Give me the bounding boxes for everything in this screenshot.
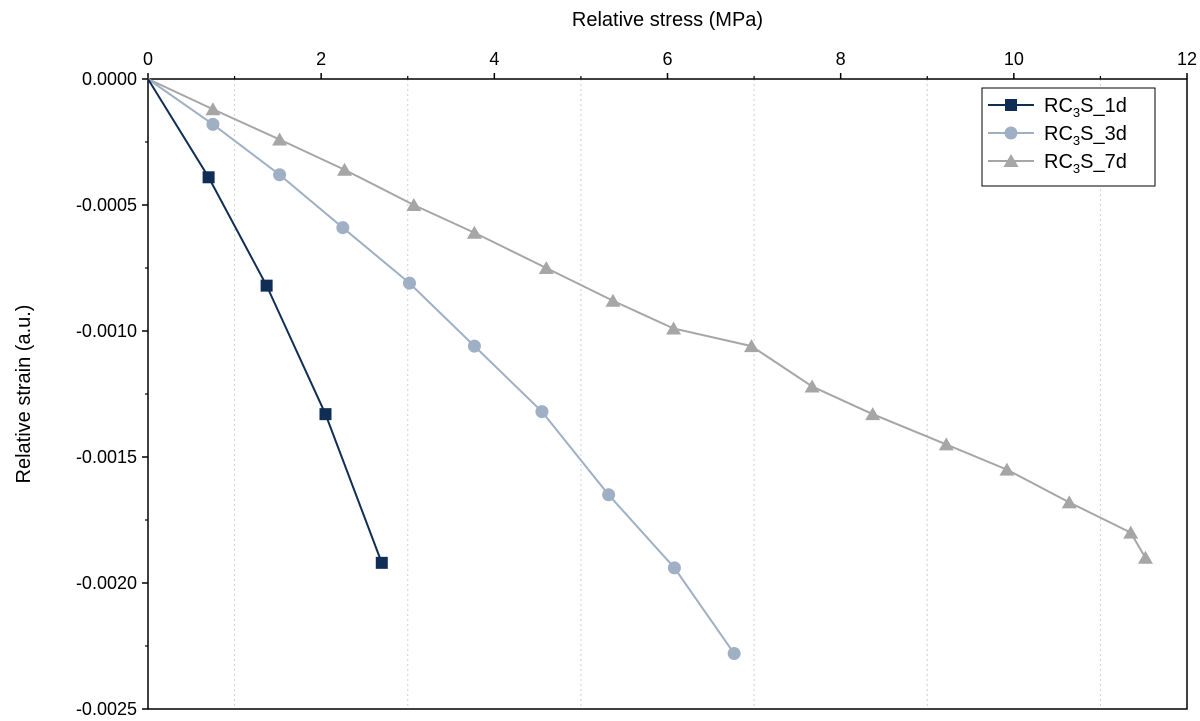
data-point [999, 462, 1015, 476]
data-point [938, 437, 954, 451]
legend-item: RC3S_7d [988, 151, 1127, 176]
data-point [467, 339, 481, 353]
data-point [667, 561, 681, 575]
data-point [666, 321, 682, 335]
y-tick-label: -0.0025 [76, 699, 137, 719]
data-point [538, 261, 554, 274]
data-point [273, 168, 287, 182]
data-point [406, 198, 422, 211]
x-axis-title: Relative stress (MPa) [572, 9, 763, 31]
data-point [865, 407, 881, 421]
y-axis-title: Relative strain (a.u.) [13, 305, 35, 484]
data-point [1137, 550, 1153, 564]
legend-item: RC3S_1d [988, 95, 1127, 120]
data-point [727, 647, 741, 661]
y-tick-label: -0.0010 [76, 321, 137, 341]
data-point [205, 102, 221, 116]
gridlines [234, 79, 1101, 709]
x-tick-label: 0 [143, 49, 153, 69]
data-point [202, 171, 215, 184]
data-point [375, 556, 388, 569]
legend-item: RC3S_3d [988, 123, 1127, 148]
data-point [319, 408, 332, 421]
legend-marker [1003, 154, 1019, 167]
series-line [147, 78, 383, 564]
legend-label: RC3S_3d [1044, 123, 1127, 148]
data-point [1061, 495, 1077, 509]
series-layer [147, 78, 1153, 661]
data-point [602, 488, 616, 502]
y-tick-label: 0.0000 [82, 69, 137, 89]
series-RC3S_7d [147, 78, 1153, 564]
data-point [260, 279, 273, 292]
data-point [272, 132, 288, 146]
x-tick-label: 10 [1004, 49, 1024, 69]
data-point [336, 221, 350, 235]
legend: RC3S_1d RC3S_3d RC3S_7d [981, 87, 1156, 187]
series-RC3S_1d [147, 78, 388, 569]
y-tick-label: -0.0005 [76, 195, 137, 215]
x-tick-label: 6 [662, 49, 672, 69]
series-line [147, 78, 735, 655]
data-point [605, 293, 621, 307]
y-tick-label: -0.0020 [76, 573, 137, 593]
x-tick-label: 12 [1177, 49, 1197, 69]
data-point [402, 276, 416, 290]
data-point [743, 339, 759, 353]
legend-marker [1004, 126, 1018, 140]
data-point [535, 405, 549, 419]
x-tick-label: 4 [489, 49, 499, 69]
legend-marker [1005, 99, 1017, 111]
data-point [337, 162, 353, 176]
x-tick-label: 8 [836, 49, 846, 69]
series-RC3S_3d [147, 78, 741, 661]
data-point [804, 379, 820, 393]
y-tick-label: -0.0015 [76, 447, 137, 467]
x-tick-label: 2 [316, 49, 326, 69]
data-point [206, 117, 220, 131]
legend-label: RC3S_7d [1044, 151, 1127, 176]
data-point [1123, 525, 1139, 539]
legend-label: RC3S_1d [1044, 95, 1127, 120]
data-point [466, 225, 482, 239]
axes: 0 2 4 6 8 10 12 0.0000 -0.0005 -0.0010 -0.0015 -0.0… [76, 49, 1197, 719]
